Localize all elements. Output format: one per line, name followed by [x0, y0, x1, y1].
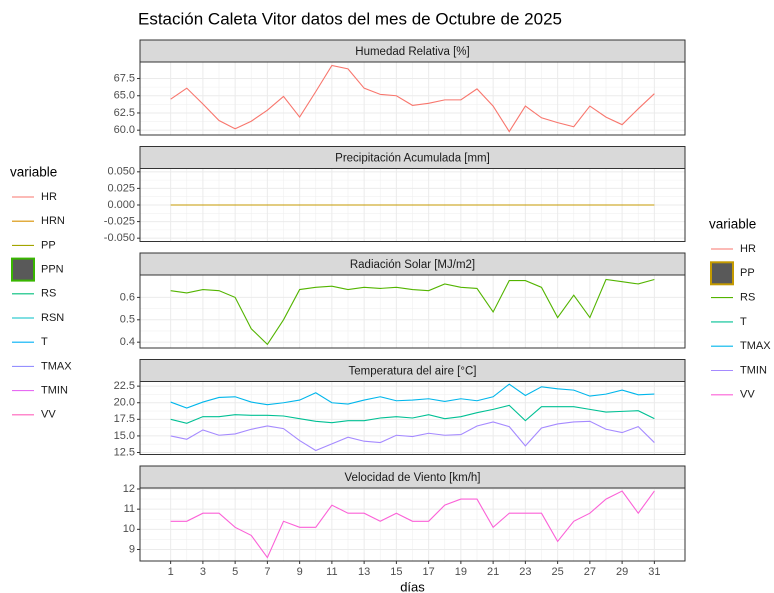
- panel-border: [139, 381, 686, 455]
- legend-key: [11, 257, 35, 282]
- y-tick-label: 0.050: [107, 166, 135, 178]
- x-tick-label: 11: [326, 566, 337, 578]
- legend-label: HR: [41, 191, 57, 203]
- x-tick-label: 3: [200, 566, 206, 578]
- y-tick-label: 0.000: [107, 199, 135, 211]
- x-tick-label: 29: [616, 566, 628, 578]
- y-tick-label: 15.0: [114, 430, 135, 442]
- strip-title: Velocidad de Viento [km/h]: [345, 472, 481, 484]
- x-tick-label: 23: [519, 566, 531, 578]
- strip-title: Radiación Solar [MJ/m2]: [350, 259, 475, 271]
- legend-label: TMIN: [740, 364, 767, 376]
- legend-label: VV: [740, 389, 755, 401]
- x-tick-label: 15: [390, 566, 402, 578]
- legend-label: PP: [740, 267, 755, 279]
- y-tick-label: 0.6: [120, 291, 135, 303]
- x-tick-label: 27: [584, 566, 596, 578]
- y-tick-label: 60.0: [114, 124, 135, 136]
- x-tick-label: 19: [455, 566, 467, 578]
- x-tick-label: 9: [297, 566, 303, 578]
- x-tick-label: 1: [168, 566, 174, 578]
- y-tick-label: 67.5: [114, 72, 135, 84]
- panel-border: [139, 168, 686, 242]
- legend-title: variable: [10, 165, 57, 180]
- legend-label: HRN: [41, 215, 65, 227]
- panel-border: [139, 487, 686, 562]
- legend-title: variable: [709, 217, 756, 232]
- legend-label: TMIN: [41, 385, 68, 397]
- legend-label: HR: [740, 243, 756, 255]
- x-tick-label: 31: [648, 566, 660, 578]
- series-line: [170, 420, 655, 452]
- y-tick-label: 11: [124, 503, 135, 515]
- series-line: [170, 278, 655, 346]
- legend-label: PP: [41, 239, 56, 251]
- series-line: [170, 383, 655, 409]
- legend-label: RSN: [41, 312, 64, 324]
- y-tick-label: 9: [129, 543, 135, 555]
- x-tick-label: 7: [264, 566, 270, 578]
- x-tick-label: 21: [487, 566, 499, 578]
- y-tick-label: 62.5: [114, 107, 135, 119]
- y-tick-label: -0.025: [104, 215, 135, 227]
- y-tick-label: 22.5: [114, 380, 135, 392]
- y-tick-label: 65.0: [114, 90, 135, 102]
- x-tick-label: 17: [422, 566, 434, 578]
- x-tick-label: 5: [232, 566, 238, 578]
- strip-title: Humedad Relativa [%]: [355, 46, 469, 58]
- legend-label: T: [41, 336, 48, 348]
- y-tick-label: 17.5: [114, 413, 135, 425]
- panel-border: [139, 274, 686, 349]
- series-line: [170, 64, 655, 133]
- y-tick-label: 20.0: [114, 397, 135, 409]
- y-tick-label: 12.5: [114, 446, 135, 458]
- y-tick-label: -0.050: [104, 232, 135, 244]
- x-tick-label: 25: [551, 566, 563, 578]
- x-tick-label: 13: [358, 566, 370, 578]
- x-axis-label: días: [400, 579, 425, 593]
- strip-title: Temperatura del aire [°C]: [349, 366, 477, 378]
- series-line: [170, 490, 655, 559]
- y-tick-label: 10: [123, 523, 135, 535]
- legend-key: [710, 261, 734, 286]
- panel-border: [139, 61, 686, 136]
- y-tick-label: 0.4: [120, 336, 135, 348]
- legend-label: T: [740, 316, 747, 328]
- legend-label: PPN: [41, 264, 64, 276]
- series-line: [170, 404, 655, 424]
- legend-label: VV: [41, 409, 56, 421]
- y-tick-label: 0.025: [107, 182, 135, 194]
- legend-label: TMAX: [41, 360, 72, 372]
- legend-label: RS: [41, 288, 56, 300]
- legend-label: TMAX: [740, 340, 771, 352]
- legend-label: RS: [740, 292, 755, 304]
- y-tick-label: 0.5: [120, 314, 135, 326]
- strip-title: Precipitación Acumulada [mm]: [335, 153, 490, 165]
- chart-title: Estación Caleta Vitor datos del mes de O…: [138, 9, 562, 28]
- y-tick-label: 12: [123, 483, 135, 495]
